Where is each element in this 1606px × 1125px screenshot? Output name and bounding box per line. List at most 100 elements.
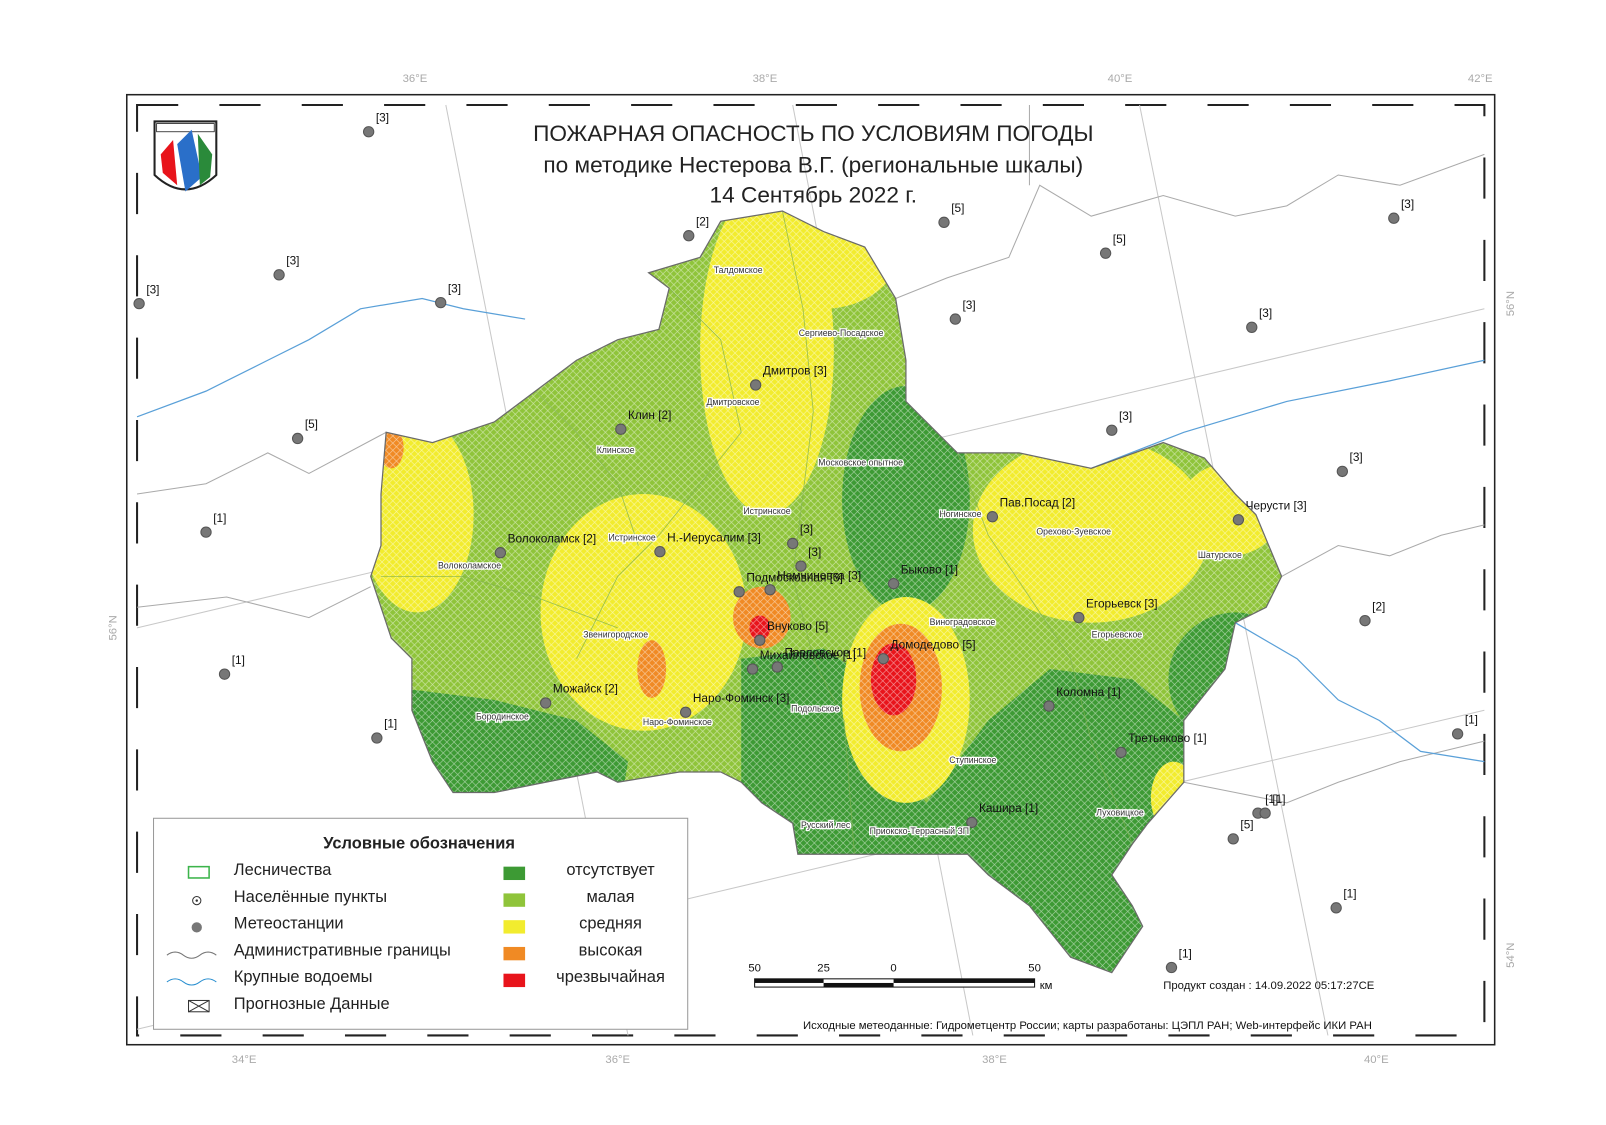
scale-tick: 50	[748, 963, 761, 975]
weather-station	[654, 546, 666, 558]
weather-station	[1451, 728, 1464, 740]
station-label: [3]	[1401, 197, 1414, 211]
weather-station	[1388, 212, 1400, 224]
forestry-label: Бородинское	[476, 712, 529, 722]
forestry-label: Истринское	[609, 533, 656, 543]
weather-station	[754, 634, 766, 646]
station-label: [1]	[384, 717, 397, 731]
logo	[153, 120, 218, 192]
legend-swatch	[503, 946, 526, 961]
weather-station	[1336, 465, 1349, 478]
weather-station	[986, 511, 999, 523]
forestry-label: Талдомское	[714, 265, 763, 275]
weather-station	[749, 379, 762, 391]
station-label: [1]	[1179, 946, 1192, 960]
forestry-label: Дмитровское	[706, 397, 759, 407]
legend-icon	[192, 895, 202, 906]
weather-station	[273, 269, 285, 281]
source-note: Исходные метеоданные: Гидрометцентр Росс…	[803, 1020, 1372, 1032]
weather-station	[787, 537, 799, 550]
weather-station	[680, 706, 692, 718]
weather-station	[362, 126, 375, 138]
station-label: [3]	[1119, 409, 1132, 423]
weather-station	[494, 547, 507, 559]
map-title: по методике Нестерова В.Г. (региональные…	[543, 153, 1083, 178]
weather-station	[371, 732, 383, 744]
legend-icon	[188, 1000, 210, 1013]
legend-icon	[187, 865, 210, 879]
station-label: [3]	[286, 254, 299, 268]
weather-station	[1227, 833, 1239, 845]
station-label: [3]	[146, 282, 159, 296]
legend-swatch	[503, 973, 526, 988]
legend: Условные обозначения Лесничества Населённы…	[153, 817, 689, 1030]
station-label: [3]	[448, 281, 461, 295]
station-label: Н.-Иерусалим [3]	[667, 530, 761, 544]
station-label: Третьяково [1]	[1128, 731, 1206, 745]
station-label: [1]	[213, 511, 226, 525]
station-label: Черусти [3]	[1246, 499, 1307, 513]
weather-station	[615, 423, 627, 435]
scale-bar-seg	[754, 978, 824, 983]
station-label: Клин [2]	[628, 408, 671, 422]
coord-label: 56°N	[1505, 291, 1517, 316]
weather-station	[1165, 961, 1178, 974]
station-label: [1]	[1465, 713, 1478, 727]
station-label: Быково [1]	[901, 562, 958, 576]
scale-bar: 50 25 0 50 км	[748, 963, 1052, 992]
coord-label: 54°N	[1505, 943, 1517, 968]
legend-label: Метеостанции	[234, 915, 344, 933]
legend-swatch	[503, 920, 526, 934]
scale-tick: 25	[817, 963, 830, 975]
weather-station	[1259, 807, 1271, 819]
legend-icon	[166, 978, 217, 986]
station-label: Можайск [2]	[553, 682, 618, 696]
forestry-label: Сергиево-Посадское	[799, 328, 884, 338]
station-label: [5]	[1240, 818, 1253, 832]
coord-label: 36°E	[403, 73, 428, 85]
station-label: [5]	[1113, 232, 1126, 246]
weather-station	[1232, 514, 1245, 526]
forestry-label: Луховицкое	[1096, 807, 1144, 817]
coord-label: 38°E	[982, 1054, 1007, 1066]
station-label: Дмитров [3]	[763, 364, 827, 378]
forestry-label: Егорьевское	[1092, 629, 1143, 639]
legend-class: высокая	[579, 941, 643, 959]
legend-icon	[166, 951, 217, 959]
forestry-label: Клинское	[597, 445, 635, 455]
station-label: [1]	[1343, 887, 1356, 901]
station-label: Павловское [1]	[784, 646, 866, 660]
weather-station	[877, 653, 889, 665]
coord-label: 38°E	[753, 73, 778, 85]
weather-station	[683, 230, 695, 242]
weather-station	[949, 313, 961, 325]
coord-label: 40°E	[1364, 1054, 1389, 1066]
map-title: 14 Сентябрь 2022 г.	[710, 183, 918, 208]
station-label: [1]	[232, 653, 245, 667]
station-label: Внуково [5]	[767, 619, 828, 633]
forestry-label: Русский лес	[801, 820, 851, 830]
station-label: Михайловское [1]	[760, 648, 856, 662]
weather-station	[1099, 247, 1112, 259]
legend-class: средняя	[579, 915, 642, 933]
weather-station	[966, 816, 978, 829]
legend-label: Прогнозные Данные	[234, 995, 390, 1013]
forestry-label: Подольское	[791, 703, 839, 713]
weather-station	[1106, 424, 1118, 436]
weather-station	[1115, 746, 1127, 759]
legend-label: Административные границы	[234, 941, 451, 959]
station-label: Немчиновка [3]	[777, 569, 861, 583]
legend-class: малая	[586, 888, 634, 906]
forestry-label: Ногинское	[939, 509, 981, 519]
weather-station	[218, 668, 231, 680]
scale-tick: 0	[890, 963, 896, 975]
coord-label: 42°E	[1468, 73, 1493, 85]
legend-icon	[191, 922, 202, 933]
weather-station	[887, 577, 900, 590]
coord-label: 40°E	[1108, 73, 1133, 85]
legend-label: Крупные водоемы	[234, 968, 373, 986]
scale-unit: км	[1040, 980, 1053, 992]
station-label: [3]	[376, 110, 389, 124]
